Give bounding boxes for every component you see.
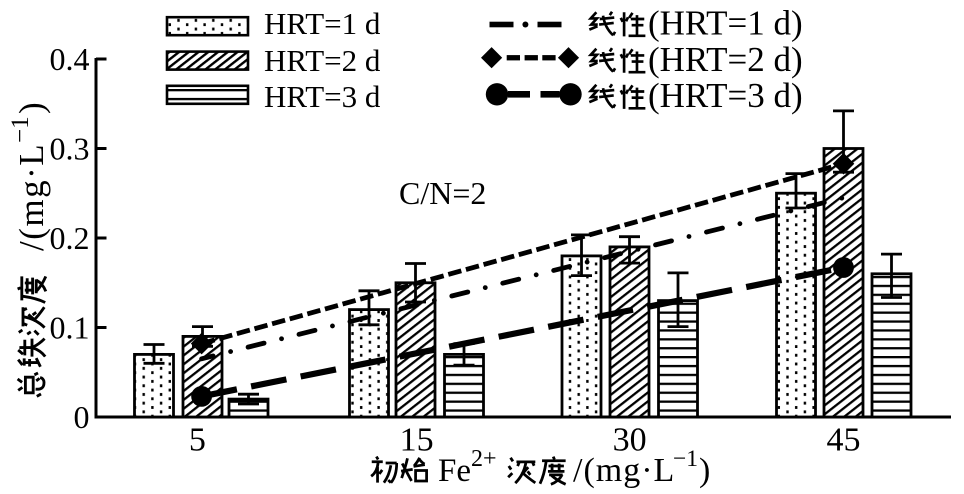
svg-text:C/N=2: C/N=2 bbox=[399, 175, 486, 211]
svg-text:−1: −1 bbox=[7, 116, 34, 143]
svg-text:(HRT=2 d): (HRT=2 d) bbox=[648, 40, 803, 79]
svg-text:HRT=2 d: HRT=2 d bbox=[264, 43, 381, 78]
svg-text:): ) bbox=[699, 452, 710, 489]
svg-text:Fe: Fe bbox=[438, 453, 471, 489]
svg-text:0.3: 0.3 bbox=[50, 130, 90, 166]
svg-text:(HRT=3 d): (HRT=3 d) bbox=[648, 76, 803, 115]
svg-text:45: 45 bbox=[827, 422, 861, 459]
svg-text:0.4: 0.4 bbox=[50, 41, 90, 77]
svg-text:15: 15 bbox=[400, 422, 434, 459]
svg-text:): ) bbox=[12, 102, 51, 114]
svg-text:0.1: 0.1 bbox=[50, 309, 90, 345]
svg-text:HRT=3 d: HRT=3 d bbox=[264, 79, 381, 114]
svg-text:/(mg·L: /(mg·L bbox=[12, 143, 51, 251]
svg-text:30: 30 bbox=[613, 422, 647, 459]
svg-text:/(mg·L: /(mg·L bbox=[573, 452, 675, 489]
svg-text:0.2: 0.2 bbox=[50, 220, 90, 256]
svg-text:2+: 2+ bbox=[471, 446, 497, 472]
svg-text:0: 0 bbox=[74, 399, 90, 435]
svg-text:−1: −1 bbox=[673, 446, 698, 472]
svg-text:HRT=1 d: HRT=1 d bbox=[264, 6, 381, 41]
svg-text:(HRT=1 d): (HRT=1 d) bbox=[648, 4, 803, 43]
svg-text:5: 5 bbox=[189, 422, 206, 459]
